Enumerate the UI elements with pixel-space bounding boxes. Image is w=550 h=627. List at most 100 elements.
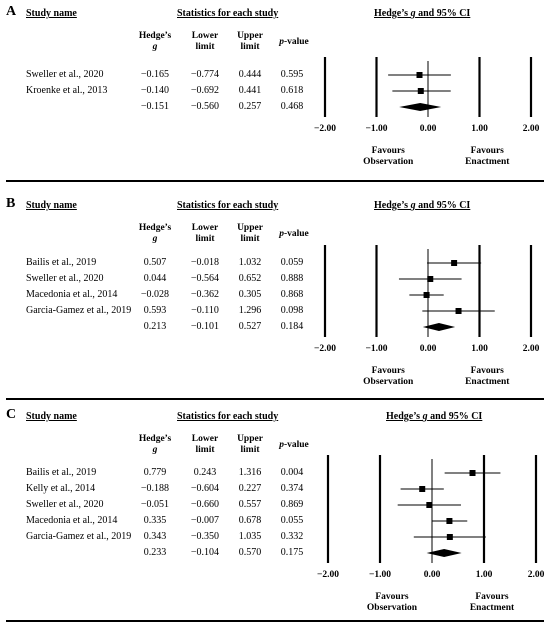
point-estimate [469,470,476,476]
stat-g-value: 0.335 [143,515,167,526]
x-tick-label: 1.00 [476,570,493,580]
point-estimate [419,486,426,492]
study-name: Macedonia et al., 2014 [26,515,118,526]
stat-p-value: 0.595 [280,69,304,80]
point-estimate [426,502,433,508]
study-name: Macedonia et al., 2014 [26,289,118,300]
pvalue-italic: p [279,229,284,239]
favours-observation-label: Favours [375,592,409,602]
stat-g-value: 0.779 [143,467,167,478]
x-tick-label: 0.00 [420,344,437,354]
favours-enactment-label: Enactment [465,377,510,387]
point-estimate [427,276,434,282]
study-name: Sweller et al., 2020 [26,499,104,510]
favours-enactment-label: Enactment [470,603,515,613]
x-tick-label: 2.00 [523,124,540,134]
column-header-line2: limit [195,445,215,455]
column-header-line1: Hedge’s [138,31,172,41]
column-header-line2: g [152,42,158,52]
stat-p-value: 0.098 [280,305,304,316]
stat-g-value: −0.188 [140,483,170,494]
point-estimate [423,292,430,298]
forest-panel-a: A Study name Statistics for each study Hedg… [0,0,550,200]
point-estimate [446,534,453,540]
upper-limit-column-header: Upper limit [228,31,272,53]
ci-header: Hedge’s g and 95% CI [374,200,470,211]
pvalue-italic: p [279,440,284,450]
x-tick-label: 0.00 [424,570,441,580]
stat-upper-value: 0.305 [238,289,262,300]
forest-plot-svg: −2.00 −1.00 0.00 1.00 2.00FavoursObservation… [314,57,540,167]
ci-header-g: g [410,200,416,211]
stat-p-value: 0.059 [280,257,304,268]
stat-upper-value: 1.296 [238,305,262,316]
stat-lower-summary: −0.101 [190,321,220,332]
x-tick-label: 2.00 [523,344,540,354]
stat-p-value: 0.004 [280,467,304,478]
column-header-line1: Lower [191,434,219,444]
panel-letter: B [6,196,16,211]
stat-upper-summary: 0.257 [238,101,262,112]
summary-diamond [422,323,456,331]
stat-lower-value: −0.692 [190,85,220,96]
column-header-line2: limit [195,42,215,52]
stat-upper-value: 0.227 [238,483,262,494]
stat-g-value: 0.507 [143,257,167,268]
stat-g-value: −0.028 [140,289,170,300]
x-tick-label: 1.00 [471,124,488,134]
x-tick-label: 2.00 [528,570,545,580]
stat-upper-summary: 0.570 [238,547,262,558]
ci-header: Hedge’s g and 95% CI [374,8,470,19]
column-header-line1: Upper [237,434,263,444]
stat-p-value: 0.868 [280,289,304,300]
x-tick-label: −2.00 [317,570,339,580]
point-estimate [446,518,453,524]
pvalue-italic: p [279,37,284,47]
stat-p-value: 0.055 [280,515,304,526]
ci-header: Hedge’s g and 95% CI [386,411,482,422]
ci-header-g: g [422,411,428,422]
x-tick-label: 1.00 [471,344,488,354]
pvalue-rest: -value [283,37,309,47]
stat-g-value: −0.165 [140,69,170,80]
stat-g-value: 0.044 [143,273,167,284]
favours-observation-label: Observation [363,377,414,387]
x-tick-label: −1.00 [369,570,391,580]
hedges-g-column-header: Hedge’s g [133,31,177,53]
lower-limit-column-header: Lower limit [183,223,227,245]
stat-upper-value: 0.678 [238,515,262,526]
x-tick-label: −1.00 [365,344,387,354]
stat-lower-value: −0.564 [190,273,220,284]
stat-lower-summary: −0.104 [190,547,220,558]
column-header-line1: Lower [191,31,219,41]
column-header-line1: Upper [237,31,263,41]
panel-letter: A [6,4,17,19]
forest-plot-svg: −2.00 −1.00 0.00 1.00 2.00FavoursObservation… [314,245,540,387]
column-header-line2: limit [240,445,260,455]
favours-observation-label: Observation [363,157,414,167]
favours-enactment-label: Favours [471,366,505,376]
x-tick-label: −2.00 [314,124,336,134]
statistics-header: Statistics for each study [177,200,279,211]
forest-panel-c: C Study name Statistics for each study Hedg… [0,403,550,622]
stat-p-summary: 0.175 [280,547,304,558]
column-header-line2: limit [240,42,260,52]
lower-limit-column-header: Lower limit [183,31,227,53]
stat-lower-value: −0.018 [190,257,220,268]
stat-g-value: 0.593 [143,305,167,316]
panel-divider [6,180,544,182]
x-tick-label: 0.00 [420,124,437,134]
favours-observation-label: Observation [367,603,418,613]
forest-panel-b: B Study name Statistics for each study Hedg… [0,192,550,400]
x-tick-label: −1.00 [365,124,387,134]
stat-lower-summary: −0.560 [190,101,220,112]
favours-observation-label: Favours [372,366,406,376]
stat-g-value: 0.343 [143,531,167,542]
stat-g-value: −0.140 [140,85,170,96]
column-header-line1: Hedge’s [138,223,172,233]
forest-plot-svg: −2.00 −1.00 0.00 1.00 2.00 FavoursObservation… [317,455,545,613]
stat-lower-value: −0.604 [190,483,220,494]
point-estimate [417,88,424,94]
upper-limit-column-header: Upper limit [228,223,272,245]
study-name: Sweller et al., 2020 [26,69,104,80]
